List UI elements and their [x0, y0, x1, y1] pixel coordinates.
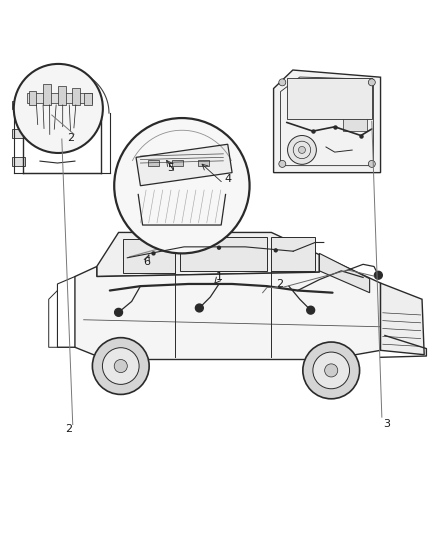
Polygon shape [75, 255, 381, 359]
Bar [287, 78, 372, 119]
Circle shape [325, 364, 338, 377]
Polygon shape [381, 283, 424, 354]
Bar [12, 129, 25, 138]
Polygon shape [274, 70, 381, 173]
Bar [43, 84, 51, 105]
Circle shape [114, 118, 250, 253]
Polygon shape [123, 239, 175, 273]
Text: 2: 2 [276, 279, 284, 289]
Circle shape [14, 64, 103, 153]
Polygon shape [97, 232, 319, 277]
Bar [172, 159, 183, 166]
Bar [27, 93, 92, 103]
Circle shape [92, 338, 149, 394]
Circle shape [368, 160, 375, 167]
Bar [72, 88, 80, 105]
Circle shape [298, 147, 305, 154]
Circle shape [115, 309, 123, 316]
Circle shape [195, 304, 203, 312]
Bar [12, 157, 25, 166]
Bar [198, 159, 209, 166]
Circle shape [279, 160, 286, 167]
Polygon shape [319, 253, 370, 293]
Circle shape [102, 348, 139, 384]
Circle shape [313, 352, 350, 389]
Text: 4: 4 [224, 174, 231, 184]
Circle shape [288, 135, 316, 164]
Circle shape [279, 79, 286, 86]
Bar [343, 119, 367, 131]
Circle shape [274, 248, 278, 253]
Circle shape [217, 246, 221, 250]
Circle shape [307, 306, 314, 314]
Text: 2: 2 [65, 424, 72, 434]
Text: 1: 1 [215, 272, 223, 282]
Text: 2: 2 [67, 133, 74, 143]
Bar [28, 91, 36, 105]
Text: 6: 6 [144, 257, 151, 267]
Circle shape [114, 359, 127, 373]
Bar [148, 159, 159, 166]
Text: 3: 3 [383, 419, 390, 429]
Circle shape [374, 271, 382, 279]
Text: 5: 5 [167, 163, 174, 173]
Bar [58, 86, 66, 105]
Bar [84, 93, 92, 105]
Circle shape [368, 79, 375, 86]
Bar [12, 101, 25, 109]
Polygon shape [272, 237, 315, 271]
Polygon shape [180, 237, 267, 271]
Circle shape [151, 251, 155, 256]
Polygon shape [136, 144, 232, 185]
Circle shape [303, 342, 360, 399]
Bar [81, 113, 99, 125]
